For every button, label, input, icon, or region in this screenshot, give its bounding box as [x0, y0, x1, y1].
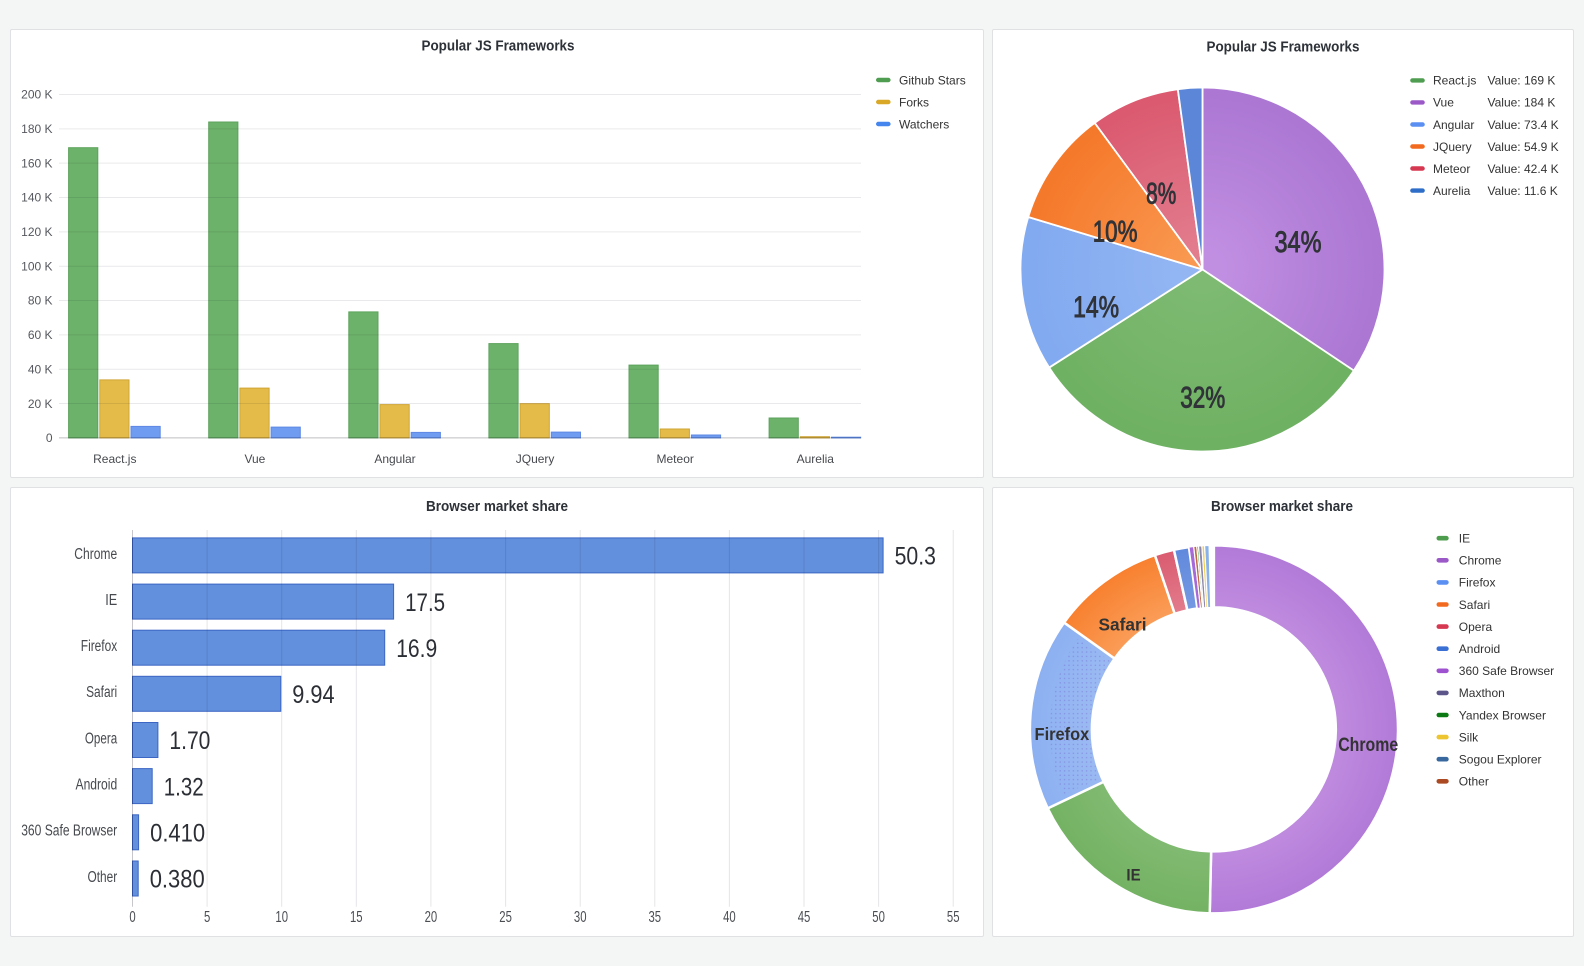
- svg-text:Watchers: Watchers: [899, 117, 949, 131]
- svg-text:17.5: 17.5: [405, 589, 445, 617]
- svg-text:140 K: 140 K: [21, 191, 52, 205]
- svg-text:360 Safe Browser: 360 Safe Browser: [1459, 664, 1554, 678]
- svg-text:20 K: 20 K: [28, 397, 53, 411]
- svg-text:5: 5: [204, 909, 210, 926]
- svg-text:Meteor: Meteor: [657, 452, 694, 466]
- svg-text:Safari: Safari: [1459, 598, 1490, 612]
- svg-text:Chrome: Chrome: [1338, 735, 1398, 756]
- svg-text:10: 10: [275, 909, 288, 926]
- svg-text:Vue: Vue: [244, 452, 265, 466]
- svg-text:Value: 54.9 K: Value: 54.9 K: [1488, 140, 1559, 154]
- svg-text:20: 20: [425, 909, 438, 926]
- svg-text:Value: 169 K: Value: 169 K: [1488, 74, 1556, 88]
- svg-text:Other: Other: [88, 869, 118, 886]
- svg-text:200 K: 200 K: [21, 88, 52, 102]
- svg-text:Meteor: Meteor: [1433, 162, 1470, 176]
- svg-text:34%: 34%: [1275, 226, 1322, 259]
- svg-text:25: 25: [499, 909, 512, 926]
- svg-text:JQuery: JQuery: [516, 452, 555, 466]
- svg-text:1.70: 1.70: [169, 727, 210, 755]
- svg-text:Aurelia: Aurelia: [1433, 184, 1471, 198]
- svg-text:Browser market share: Browser market share: [1211, 498, 1353, 515]
- svg-text:Value: 73.4 K: Value: 73.4 K: [1488, 118, 1559, 132]
- svg-text:10%: 10%: [1093, 215, 1138, 248]
- svg-text:35: 35: [649, 909, 662, 926]
- svg-text:Value: 11.6 K: Value: 11.6 K: [1488, 184, 1558, 198]
- svg-text:Safari: Safari: [1099, 615, 1147, 635]
- svg-text:Angular: Angular: [1433, 118, 1474, 132]
- svg-text:8%: 8%: [1146, 178, 1176, 211]
- svg-text:15: 15: [350, 909, 363, 926]
- svg-text:Opera: Opera: [85, 730, 118, 747]
- svg-text:Safari: Safari: [86, 684, 117, 701]
- svg-text:0.380: 0.380: [150, 866, 205, 894]
- svg-text:360 Safe Browser: 360 Safe Browser: [21, 823, 117, 840]
- svg-text:160 K: 160 K: [21, 156, 52, 170]
- svg-text:40: 40: [723, 909, 736, 926]
- svg-text:14%: 14%: [1073, 291, 1119, 324]
- svg-text:0.410: 0.410: [150, 820, 205, 848]
- svg-text:Other: Other: [1459, 775, 1489, 789]
- svg-text:Github Stars: Github Stars: [899, 73, 966, 87]
- svg-text:Silk: Silk: [1459, 730, 1479, 744]
- svg-text:React.js: React.js: [1433, 74, 1476, 88]
- svg-text:Android: Android: [76, 777, 118, 794]
- svg-text:80 K: 80 K: [28, 294, 53, 308]
- svg-text:Chrome: Chrome: [1459, 554, 1502, 568]
- svg-text:IE: IE: [1459, 532, 1470, 546]
- svg-text:50: 50: [872, 909, 885, 926]
- svg-text:9.94: 9.94: [292, 681, 334, 709]
- svg-text:50.3: 50.3: [895, 543, 936, 571]
- svg-text:Yandex Browser: Yandex Browser: [1459, 708, 1546, 722]
- svg-text:40 K: 40 K: [28, 362, 53, 376]
- svg-text:32%: 32%: [1180, 381, 1225, 414]
- svg-text:Firefox: Firefox: [1035, 724, 1090, 744]
- svg-text:100 K: 100 K: [21, 259, 52, 273]
- svg-text:Forks: Forks: [899, 95, 929, 109]
- svg-text:React.js: React.js: [93, 452, 136, 466]
- svg-text:Angular: Angular: [374, 452, 415, 466]
- svg-text:Value: 42.4 K: Value: 42.4 K: [1488, 162, 1559, 176]
- svg-text:IE: IE: [105, 592, 117, 609]
- svg-text:Sogou Explorer: Sogou Explorer: [1459, 753, 1542, 767]
- svg-text:Popular JS Frameworks: Popular JS Frameworks: [1207, 39, 1360, 56]
- svg-text:Firefox: Firefox: [81, 638, 118, 655]
- svg-text:Maxthon: Maxthon: [1459, 686, 1505, 700]
- svg-text:1.32: 1.32: [164, 773, 204, 801]
- svg-text:180 K: 180 K: [21, 122, 52, 136]
- svg-text:Popular JS Frameworks: Popular JS Frameworks: [422, 38, 575, 55]
- svg-text:0: 0: [129, 909, 136, 926]
- svg-text:JQuery: JQuery: [1433, 140, 1472, 154]
- svg-text:Chrome: Chrome: [74, 546, 117, 563]
- svg-text:Browser market share: Browser market share: [426, 498, 568, 515]
- svg-text:45: 45: [798, 909, 811, 926]
- svg-text:Android: Android: [1459, 642, 1500, 656]
- svg-text:Vue: Vue: [1433, 96, 1454, 110]
- svg-text:0: 0: [46, 431, 53, 445]
- svg-text:Firefox: Firefox: [1459, 576, 1496, 590]
- svg-text:120 K: 120 K: [21, 225, 52, 239]
- svg-text:30: 30: [574, 909, 587, 926]
- svg-text:60 K: 60 K: [28, 328, 53, 342]
- svg-text:IE: IE: [1126, 866, 1140, 885]
- svg-text:Aurelia: Aurelia: [797, 452, 835, 466]
- svg-text:55: 55: [947, 909, 960, 926]
- svg-text:Opera: Opera: [1459, 620, 1493, 634]
- svg-text:Value: 184 K: Value: 184 K: [1488, 96, 1556, 110]
- svg-text:16.9: 16.9: [396, 635, 437, 663]
